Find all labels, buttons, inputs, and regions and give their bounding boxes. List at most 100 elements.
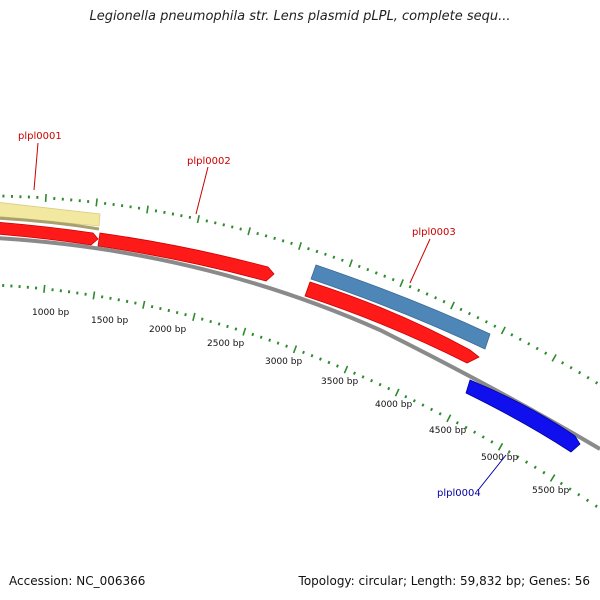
inner-tick-28 — [226, 324, 229, 329]
tick-label-1000: 1000 bp — [32, 308, 69, 318]
inner-tick-17 — [134, 301, 137, 305]
inner-tick-12 — [92, 291, 96, 300]
gene-steelblue-plpl0003[interactable] — [310, 264, 491, 350]
outer-tick-59 — [493, 324, 497, 328]
inner-tick-22 — [175, 310, 179, 315]
outer-tick-19 — [154, 209, 158, 213]
tick-label-2500: 2500 bp — [207, 339, 244, 349]
inner-tick-21 — [167, 308, 171, 313]
outer-tick-44 — [366, 267, 370, 272]
inner-tick-44 — [361, 375, 365, 379]
tick-label-3000: 3000 bp — [265, 357, 302, 367]
outer-tick-42 — [348, 259, 353, 268]
feature-yellow-plpl0001[interactable] — [0, 202, 101, 227]
inner-tick-42 — [343, 365, 349, 374]
outer-tick-53 — [442, 299, 446, 304]
outer-tick-37 — [307, 247, 310, 251]
outer-tick-36 — [298, 241, 302, 251]
inner-tick-71 — [594, 504, 598, 508]
inner-tick-20 — [159, 306, 162, 311]
tick-label-2000: 2000 bp — [149, 325, 186, 335]
inner-tick-47 — [387, 386, 391, 391]
inner-tick-43 — [352, 371, 357, 375]
outer-tick-6 — [44, 193, 47, 202]
inner-tick-33 — [268, 338, 272, 342]
outer-tick-27 — [222, 223, 226, 227]
inner-tick-36 — [292, 345, 298, 354]
leader-plpl0001 — [33, 142, 39, 191]
outer-tick-69 — [578, 370, 582, 375]
inner-tick-56 — [464, 425, 468, 430]
inner-tick-59 — [490, 440, 494, 444]
inner-tick-63 — [524, 460, 529, 464]
outer-tick-23 — [188, 215, 192, 219]
outer-tick-21 — [171, 212, 175, 216]
inner-tick-26 — [209, 319, 212, 324]
gene-label-plpl0003[interactable]: plpl0003 — [412, 227, 456, 238]
leader-plpl0003 — [409, 238, 431, 284]
backbone-circle — [0, 236, 600, 451]
leader-plpl0002 — [195, 166, 209, 215]
inner-tick-70 — [585, 498, 590, 503]
inner-tick-14 — [109, 296, 112, 300]
outer-tick-65 — [544, 351, 548, 355]
outer-tick-51 — [425, 292, 429, 296]
outer-tick-38 — [315, 249, 319, 254]
tick-label-5500: 5500 bp — [532, 486, 569, 496]
outer-tick-50 — [417, 288, 421, 292]
outer-tick-64 — [535, 346, 539, 351]
inner-tick-19 — [150, 305, 154, 309]
inner-tick-54 — [446, 414, 452, 423]
outer-tick-61 — [510, 333, 514, 337]
inner-tick-41 — [335, 364, 339, 368]
outer-tick-71 — [594, 381, 599, 385]
gene-arrow-red-3[interactable] — [304, 281, 480, 364]
outer-tick-52 — [434, 296, 438, 300]
tick-label-1500: 1500 bp — [91, 316, 128, 326]
inner-tick-66 — [549, 474, 556, 482]
outer-tick-67 — [561, 361, 565, 365]
inner-tick-40 — [327, 360, 331, 365]
inner-tick-67 — [559, 481, 563, 486]
inner-tick-45 — [370, 379, 374, 383]
gene-label-plpl0002[interactable]: plpl0002 — [187, 156, 231, 167]
accession-text: Accession: NC_006366 — [9, 574, 146, 588]
outer-tick-56 — [467, 311, 471, 316]
inner-tick-34 — [276, 341, 280, 345]
outer-tick-33 — [273, 236, 276, 240]
inner-tick-30 — [242, 327, 247, 336]
outer-tick-25 — [205, 219, 209, 223]
outer-tick-70 — [586, 375, 590, 380]
inner-tick-13 — [100, 295, 104, 299]
inner-tick-53 — [438, 412, 442, 416]
outer-tick-66 — [551, 354, 557, 362]
outer-tick-39 — [324, 252, 327, 256]
inner-tick-49 — [404, 394, 408, 399]
gene-arrow-blue-plpl0004[interactable] — [465, 379, 581, 453]
outer-tick-24 — [196, 215, 200, 224]
outer-tick-68 — [569, 365, 573, 370]
inner-tick-16 — [125, 299, 129, 304]
map-title: Legionella pneumophila str. Lens plasmid… — [89, 9, 511, 24]
gene-arrow-red-1[interactable] — [0, 222, 99, 246]
inner-tick-62 — [516, 455, 520, 459]
inner-tick-38 — [310, 354, 314, 358]
inner-tick-ring — [2, 284, 598, 508]
inner-tick-23 — [184, 313, 187, 317]
inner-tick-18 — [142, 300, 146, 309]
outer-tick-57 — [476, 315, 480, 320]
gene-label-plpl0001[interactable]: plpl0001 — [18, 131, 62, 142]
inner-tick-37 — [302, 350, 305, 355]
gene-arrow-red-plpl0002[interactable] — [97, 232, 275, 282]
outer-tick-55 — [459, 307, 463, 312]
outer-tick-62 — [518, 337, 522, 342]
inner-tick-65 — [542, 470, 546, 475]
outer-tick-45 — [374, 271, 378, 275]
outer-tick-32 — [264, 234, 268, 238]
gene-label-plpl0004[interactable]: plpl0004 — [437, 488, 481, 499]
outer-tick-41 — [340, 258, 344, 262]
outer-tick-26 — [214, 221, 217, 225]
inner-tick-61 — [507, 450, 511, 454]
